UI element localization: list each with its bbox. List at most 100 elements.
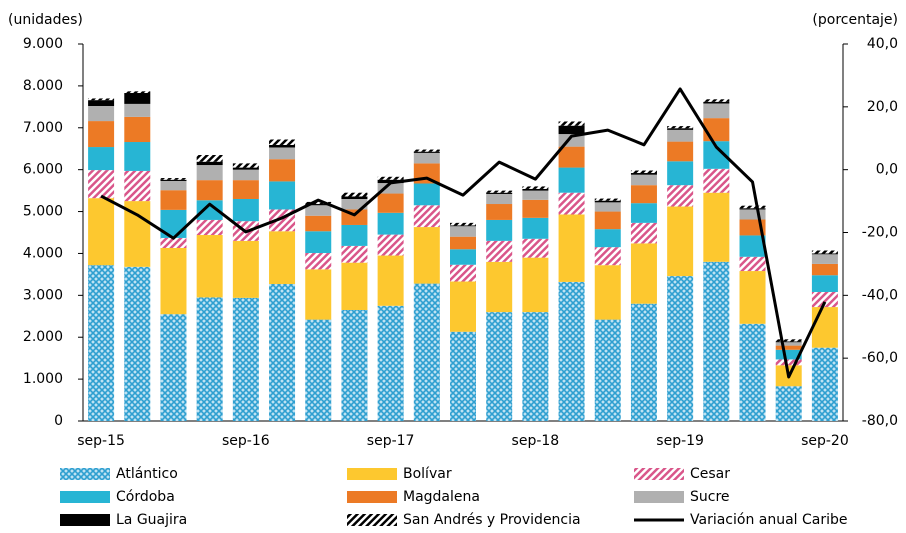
bar-segment <box>413 149 440 152</box>
bar-segment <box>341 262 368 310</box>
bar-segment <box>305 231 332 254</box>
bar-segment <box>341 192 368 197</box>
bar-segment <box>594 211 621 230</box>
x-tick-label: sep-17 <box>367 433 415 449</box>
bar-segment <box>667 141 694 162</box>
bar-segment <box>413 152 440 164</box>
bar-segment <box>269 284 296 421</box>
bar-segment <box>232 167 259 170</box>
y-tick-label: 4.000 <box>23 245 63 261</box>
bar-segment <box>160 178 187 180</box>
bar-segment <box>775 359 802 366</box>
y-tick-label: 0 <box>54 413 63 429</box>
bar-segment <box>522 217 549 239</box>
bar-segment <box>703 103 730 119</box>
x-tick-label: sep-18 <box>512 433 560 449</box>
legend-swatch <box>347 491 397 503</box>
bar-segment <box>450 236 476 250</box>
legend-swatch <box>347 514 397 526</box>
bar-segment <box>88 265 115 421</box>
legend-item: Córdoba <box>60 489 175 505</box>
bar-segment <box>594 247 621 266</box>
y2-axis-title: (porcentaje) <box>812 12 898 28</box>
bar-segment <box>667 126 694 129</box>
legend-item: Cesar <box>634 466 730 482</box>
bar-segment <box>88 170 115 199</box>
bar-segment <box>377 234 404 256</box>
bar-segment <box>305 269 332 320</box>
bar-segment <box>594 319 621 421</box>
bar-segment <box>630 303 657 421</box>
y-tick-label: 2.000 <box>23 329 63 345</box>
bar-segment <box>160 314 187 421</box>
bar-segment <box>522 190 549 200</box>
bar-segment <box>305 319 332 421</box>
legend-item: Atlántico <box>60 466 178 482</box>
legend-swatch <box>60 491 110 503</box>
bar-segment <box>232 169 259 181</box>
bar-segment <box>377 212 404 235</box>
bar-segment <box>124 91 151 94</box>
legend-label: Sucre <box>690 489 730 505</box>
bar-segment <box>88 100 115 106</box>
bar-segment <box>630 170 657 174</box>
bar-segment <box>341 196 368 199</box>
bar-segment <box>486 240 513 262</box>
x-tick-label: sep-20 <box>801 433 849 449</box>
bar-segment <box>160 247 187 315</box>
bar-segment <box>486 192 513 194</box>
bar-segment <box>558 125 585 135</box>
bar-segment <box>124 93 151 104</box>
legend-swatch <box>634 491 684 503</box>
legend-label: Magdalena <box>403 489 480 505</box>
bar-segment <box>341 198 368 210</box>
bar-segment <box>413 227 440 284</box>
bar-segment <box>486 312 513 421</box>
bar-segment <box>305 215 332 232</box>
legend-item: Bolívar <box>347 466 452 482</box>
bar-segment <box>811 307 838 348</box>
bar-segment <box>667 161 694 186</box>
bar-segment <box>522 257 549 313</box>
bar-segment <box>703 101 730 104</box>
bar-segment <box>450 281 476 332</box>
bar-segment <box>522 312 549 421</box>
bar-segment <box>522 238 549 258</box>
bar-segment <box>377 193 404 213</box>
y-tick-label: 3.000 <box>23 287 63 303</box>
bar-segment <box>232 297 259 421</box>
bar-segment <box>450 225 476 227</box>
bar-segment <box>377 176 404 180</box>
bar-segment <box>811 263 838 276</box>
bar-segment <box>775 342 802 346</box>
legend-label: San Andrés y Providencia <box>403 512 581 528</box>
bar-segment <box>594 265 621 320</box>
bar-segment <box>630 222 657 244</box>
line-series <box>100 87 827 379</box>
legend-label: Bolívar <box>403 466 452 482</box>
bar-segment <box>739 209 766 220</box>
bar-segment <box>703 261 730 421</box>
bar-segment <box>124 116 151 143</box>
bar-segment <box>630 173 657 175</box>
legend-item: San Andrés y Providencia <box>347 512 581 528</box>
y-tick-label: 7.000 <box>23 120 63 136</box>
bar-segment <box>124 103 151 117</box>
bar-segment <box>558 146 585 168</box>
bar-segment <box>88 121 115 148</box>
bar-segment <box>630 203 657 223</box>
bar-segment <box>196 165 223 181</box>
bar-segment <box>667 128 694 130</box>
bar-segment <box>160 190 187 210</box>
legend-label: La Guajira <box>116 512 187 528</box>
bar-segment <box>88 198 115 266</box>
bar-segment <box>703 168 730 193</box>
x-tick-label: sep-15 <box>77 433 125 449</box>
bar-segment <box>124 142 151 171</box>
bar-segment <box>232 198 259 222</box>
bar-segment <box>413 183 440 206</box>
bar-segment <box>739 271 766 324</box>
bar-segment <box>667 206 694 277</box>
bar-segment <box>594 198 621 201</box>
legend-item: Variación anual Caribe <box>634 512 848 528</box>
